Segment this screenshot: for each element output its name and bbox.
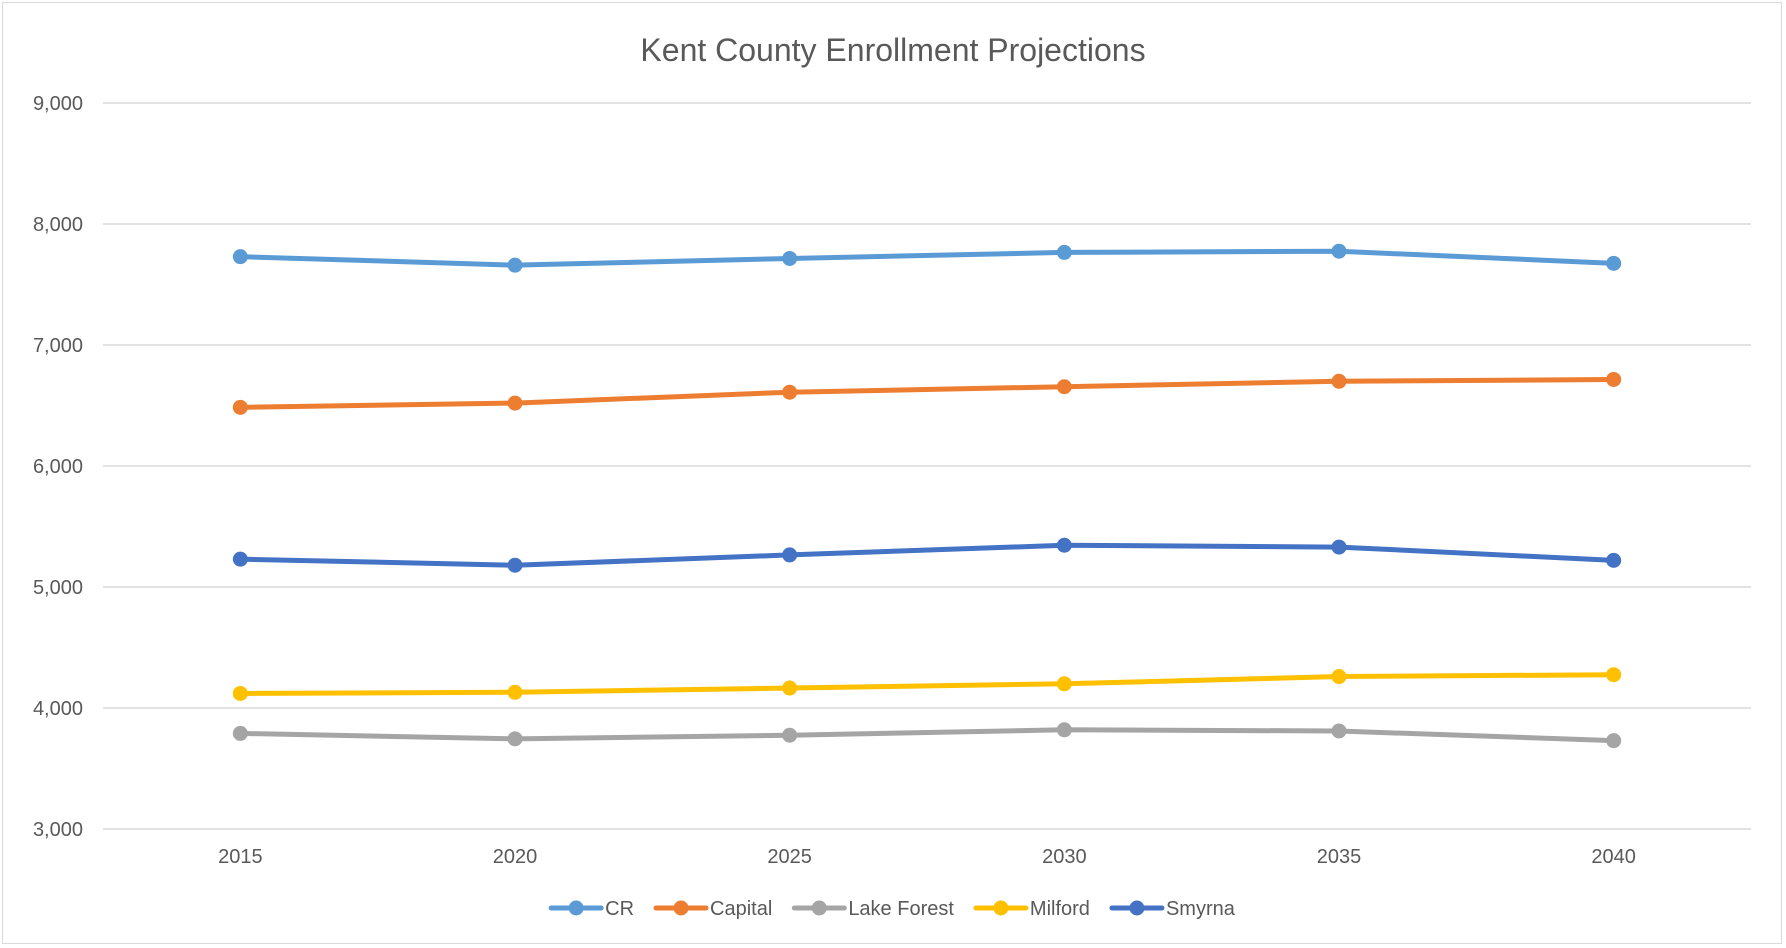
data-point [1606, 733, 1622, 749]
y-tick-label: 3,000 [33, 819, 83, 841]
x-tick-label: 2025 [767, 846, 812, 868]
legend-item-milford: Milford [973, 898, 1090, 920]
data-point [1056, 244, 1072, 260]
data-point [232, 725, 248, 741]
legend-label: Capital [710, 898, 772, 920]
legend-label: CR [605, 898, 634, 920]
chart-title: Kent County Enrollment Projections [640, 32, 1145, 68]
data-point [1056, 537, 1072, 553]
y-axis-tick-labels: 3,000 4,000 5,000 6,000 7,000 8,000 9,000 [33, 93, 83, 841]
legend-swatch-marker [568, 900, 584, 916]
data-point [1606, 552, 1622, 568]
legend-label: Milford [1030, 898, 1090, 920]
series-line [237, 672, 1617, 696]
series-line [237, 542, 1617, 568]
data-point [507, 557, 523, 573]
x-tick-label: 2015 [218, 846, 263, 868]
data-point [782, 680, 798, 696]
data-point [782, 384, 798, 400]
legend-item-cr: CR [548, 898, 634, 920]
gridlines [103, 102, 1751, 830]
data-point [1331, 669, 1347, 685]
y-tick-label: 9,000 [33, 93, 83, 115]
legend-item-lake-forest: Lake Forest [791, 898, 954, 920]
y-tick-label: 6,000 [33, 456, 83, 478]
data-point [507, 684, 523, 700]
x-tick-label: 2020 [493, 846, 538, 868]
series-capital [232, 371, 1622, 415]
legend: CR Capital Lake Forest Milford Smyrna [548, 898, 1236, 920]
series-line [237, 248, 1617, 268]
legend-item-smyrna: Smyrna [1109, 898, 1236, 920]
legend-swatch-marker [673, 900, 689, 916]
data-point [507, 731, 523, 747]
series-lake-forest [232, 722, 1622, 749]
data-point [1606, 667, 1622, 683]
data-point [232, 685, 248, 701]
legend-label: Lake Forest [848, 898, 954, 920]
x-axis-tick-labels: 2015 2020 2025 2030 2035 2040 [218, 846, 1636, 868]
data-point [1331, 723, 1347, 739]
data-point [1056, 722, 1072, 738]
series-cr [232, 243, 1622, 273]
series-line [237, 376, 1617, 410]
data-point [782, 547, 798, 563]
x-tick-label: 2040 [1591, 846, 1636, 868]
data-point [1606, 371, 1622, 387]
legend-label: Smyrna [1166, 898, 1236, 920]
data-point [232, 551, 248, 567]
data-point [1056, 676, 1072, 692]
data-point [507, 257, 523, 273]
legend-swatch-marker [993, 900, 1009, 916]
series-smyrna [232, 537, 1622, 573]
series-line [237, 727, 1617, 744]
data-point [1331, 539, 1347, 555]
line-chart: Kent County Enrollment Projections 3,000… [33, 32, 1751, 920]
data-point [507, 395, 523, 411]
legend-swatch-marker [1129, 900, 1145, 916]
y-tick-label: 8,000 [33, 214, 83, 236]
data-point [1606, 255, 1622, 271]
y-tick-label: 7,000 [33, 335, 83, 357]
data-point [232, 399, 248, 415]
data-point [232, 249, 248, 265]
legend-swatch-marker [811, 900, 827, 916]
legend-item-capital: Capital [653, 898, 772, 920]
data-point [782, 727, 798, 743]
data-point [782, 250, 798, 266]
series-milford [232, 667, 1622, 701]
x-tick-label: 2030 [1042, 846, 1087, 868]
x-tick-label: 2035 [1317, 846, 1362, 868]
series-lines [232, 243, 1622, 749]
y-tick-label: 4,000 [33, 698, 83, 720]
data-point [1331, 243, 1347, 259]
data-point [1331, 373, 1347, 389]
y-tick-label: 5,000 [33, 577, 83, 599]
data-point [1056, 379, 1072, 395]
